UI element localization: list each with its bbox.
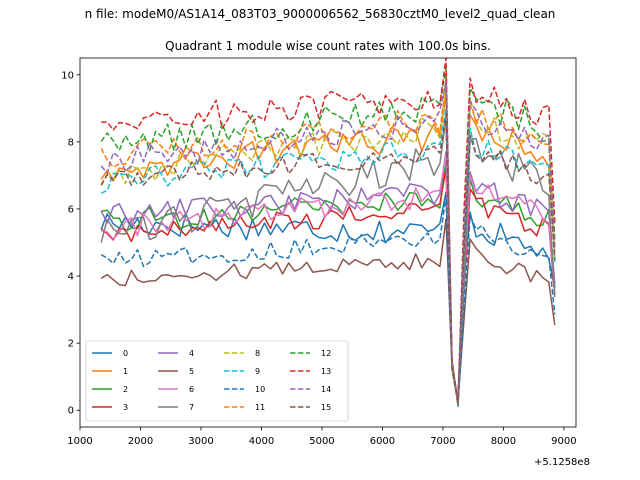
y-axis: 0 2 4 6 8 10: [61, 70, 80, 417]
legend-label-13: 13: [321, 367, 331, 376]
x-tick-label: 2000: [128, 436, 153, 447]
series-line-0: [100, 191, 556, 405]
x-tick-label: 8000: [491, 436, 516, 447]
x-tick-label: 9000: [551, 436, 576, 447]
legend-label-10: 10: [255, 385, 265, 394]
x-tick-label: 6000: [370, 436, 395, 447]
y-tick-label: 6: [68, 204, 74, 215]
x-tick-label: 1000: [67, 436, 92, 447]
x-tick-label: 3000: [188, 436, 213, 447]
chart-title: Quadrant 1 module wise count rates with …: [165, 39, 491, 53]
legend-label-8: 8: [255, 349, 260, 358]
series-line-15: [100, 114, 556, 403]
series-line-13: [101, 58, 556, 404]
legend-label-5: 5: [189, 367, 194, 376]
series-line-4: [100, 151, 556, 403]
legend-label-1: 1: [123, 367, 128, 376]
legend-label-15: 15: [321, 403, 331, 412]
legend-label-14: 14: [321, 385, 331, 394]
y-tick-label: 8: [68, 137, 74, 148]
series-line-10: [100, 194, 556, 406]
legend-label-7: 7: [189, 403, 194, 412]
series-line-14: [100, 80, 556, 403]
y-tick-label: 2: [68, 339, 74, 350]
y-tick-label: 4: [68, 272, 74, 283]
figure-suptitle: n file: modeM0/AS1A14_083T03_9000006562_…: [85, 7, 556, 21]
series-line-5: [100, 218, 556, 402]
x-tick-label: 5000: [309, 436, 334, 447]
legend-label-3: 3: [123, 403, 128, 412]
x-tick-label: 4000: [249, 436, 274, 447]
series-line-7: [100, 117, 556, 408]
legend-label-2: 2: [123, 385, 128, 394]
axes-frame: [79, 57, 577, 428]
series-layer: [100, 58, 556, 408]
series-line-1: [100, 94, 556, 404]
legend-label-0: 0: [123, 349, 128, 358]
x-tick-label: 7000: [430, 436, 455, 447]
legend-label-9: 9: [255, 367, 260, 376]
series-line-2: [101, 157, 556, 404]
series-line-12: [100, 67, 556, 405]
legend-label-6: 6: [189, 385, 194, 394]
x-axis: 1000 2000 3000 4000 5000 6000 7000 8000 9000: [67, 427, 577, 447]
y-tick-label: 0: [68, 406, 74, 417]
legend-label-4: 4: [189, 349, 194, 358]
series-line-9: [100, 107, 556, 406]
legend-box: [85, 340, 349, 422]
legend-label-11: 11: [255, 403, 265, 412]
x-offset-label: +5.1258e8: [534, 457, 590, 468]
series-line-11: [100, 77, 556, 405]
legend-label-12: 12: [321, 349, 331, 358]
y-tick-label: 10: [61, 70, 74, 81]
